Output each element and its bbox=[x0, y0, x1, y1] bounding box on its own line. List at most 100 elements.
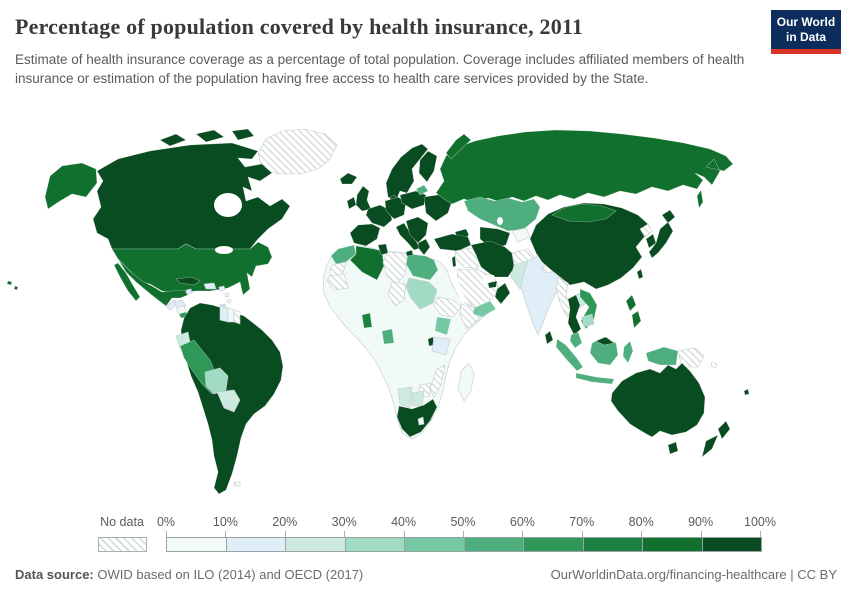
country-lesotho[interactable] bbox=[417, 416, 425, 426]
owid-logo[interactable]: Our World in Data bbox=[771, 10, 841, 54]
country-solomon-islands[interactable] bbox=[710, 361, 718, 369]
legend-bin-90-100%[interactable] bbox=[702, 538, 761, 551]
country-iran[interactable] bbox=[470, 240, 517, 278]
country-poland[interactable] bbox=[399, 190, 427, 210]
legend-bin-80-90%[interactable] bbox=[643, 538, 703, 551]
country-mongolia[interactable] bbox=[551, 203, 617, 223]
country-tanzania[interactable] bbox=[431, 336, 451, 356]
country-chad[interactable] bbox=[387, 281, 407, 307]
country-philippines-mindanao[interactable] bbox=[631, 310, 642, 329]
country-new-zealand-north[interactable] bbox=[717, 420, 731, 440]
country-hispaniola[interactable] bbox=[203, 282, 217, 290]
country-sumatra[interactable] bbox=[555, 338, 584, 372]
country-oman[interactable] bbox=[494, 282, 511, 305]
country-java[interactable] bbox=[575, 372, 615, 385]
country-iberia[interactable] bbox=[349, 223, 381, 247]
country-novaya-zemlya[interactable] bbox=[445, 133, 472, 160]
country-north-korea[interactable] bbox=[639, 223, 653, 238]
country-japan-honshu[interactable] bbox=[648, 221, 674, 259]
country-israel[interactable] bbox=[451, 255, 457, 268]
country-jamaica[interactable] bbox=[185, 288, 193, 295]
country-syria-iraq[interactable] bbox=[454, 247, 482, 270]
country-sudan[interactable] bbox=[405, 277, 438, 310]
country-baja-california[interactable] bbox=[113, 262, 141, 302]
country-mexico[interactable] bbox=[117, 258, 189, 307]
country-botswana[interactable] bbox=[411, 390, 425, 408]
country-gabon[interactable] bbox=[381, 328, 395, 345]
legend-bin-20-30%[interactable] bbox=[286, 538, 346, 551]
country-canada-arctic-3[interactable] bbox=[231, 128, 255, 141]
country-ethiopia[interactable] bbox=[433, 296, 462, 318]
legend-bin-10-20%[interactable] bbox=[226, 538, 286, 551]
country-united-kingdom[interactable] bbox=[355, 185, 372, 212]
country-sri-lanka[interactable] bbox=[544, 330, 554, 345]
country-iceland[interactable] bbox=[339, 172, 358, 185]
country-norway-sweden[interactable] bbox=[385, 143, 429, 202]
country-ghana[interactable] bbox=[361, 312, 373, 329]
country-madagascar[interactable] bbox=[457, 362, 475, 402]
country-bolivia[interactable] bbox=[204, 367, 229, 395]
country-south-africa[interactable] bbox=[396, 398, 438, 438]
country-french-guiana[interactable] bbox=[233, 309, 241, 325]
no-data-swatch[interactable] bbox=[98, 537, 147, 552]
legend-bin-40-50%[interactable] bbox=[405, 538, 465, 551]
country-alaska[interactable] bbox=[44, 162, 98, 210]
country-kazakhstan[interactable] bbox=[463, 196, 541, 232]
country-australia[interactable] bbox=[610, 362, 706, 438]
legend-bin-30-40%[interactable] bbox=[345, 538, 405, 551]
country-malaysia-peninsula[interactable] bbox=[569, 331, 583, 349]
country-tasmania[interactable] bbox=[667, 441, 679, 455]
legend-tick-mark bbox=[641, 531, 643, 537]
lesser-antilles[interactable] bbox=[224, 292, 232, 304]
country-borneo-north[interactable] bbox=[595, 336, 615, 346]
country-sakhalin[interactable] bbox=[696, 189, 704, 209]
country-west-papua[interactable] bbox=[645, 346, 679, 366]
country-libya[interactable] bbox=[382, 251, 409, 285]
country-suriname[interactable] bbox=[227, 307, 235, 323]
country-baltics[interactable] bbox=[415, 184, 429, 196]
country-canada[interactable] bbox=[92, 142, 291, 250]
country-cambodia[interactable] bbox=[581, 313, 595, 328]
legend-bin-70-80%[interactable] bbox=[583, 538, 643, 551]
country-puerto-rico[interactable] bbox=[218, 285, 226, 292]
legend-bin-60-70%[interactable] bbox=[524, 538, 584, 551]
country-kenya[interactable] bbox=[434, 316, 452, 336]
country-uae[interactable] bbox=[487, 280, 498, 289]
country-namibia[interactable] bbox=[397, 386, 413, 409]
africa-landmass[interactable] bbox=[322, 244, 492, 440]
country-taiwan[interactable] bbox=[636, 268, 644, 280]
legend-bin-0-10%[interactable] bbox=[167, 538, 227, 551]
country-sicily[interactable] bbox=[405, 249, 414, 257]
country-canada-arctic-2[interactable] bbox=[195, 129, 225, 143]
country-yemen[interactable] bbox=[472, 300, 497, 318]
country-sulawesi[interactable] bbox=[622, 340, 634, 364]
country-greece[interactable] bbox=[417, 238, 431, 256]
country-philippines-luzon[interactable] bbox=[625, 294, 637, 312]
country-france[interactable] bbox=[365, 204, 393, 228]
country-united-states[interactable] bbox=[111, 241, 273, 296]
country-greenland[interactable] bbox=[257, 128, 338, 175]
country-egypt[interactable] bbox=[405, 253, 439, 281]
country-finland[interactable] bbox=[418, 150, 438, 183]
country-central-europe[interactable] bbox=[384, 196, 407, 220]
country-hawaii[interactable] bbox=[6, 280, 19, 291]
country-japan-hokkaido[interactable] bbox=[661, 209, 676, 224]
country-mauritania[interactable] bbox=[326, 273, 349, 291]
country-guyana[interactable] bbox=[219, 305, 229, 323]
country-russia[interactable] bbox=[435, 129, 734, 205]
credit-link[interactable]: OurWorldinData.org/financing-healthcare … bbox=[550, 567, 837, 582]
country-falkland-islands[interactable] bbox=[233, 481, 241, 487]
country-new-zealand-south[interactable] bbox=[701, 434, 719, 458]
country-canada-arctic-1[interactable] bbox=[159, 133, 187, 147]
country-thailand[interactable] bbox=[567, 294, 582, 336]
country-algeria[interactable] bbox=[349, 245, 385, 281]
country-paraguay[interactable] bbox=[216, 389, 241, 413]
country-turkey[interactable] bbox=[433, 233, 472, 252]
country-kyrgyz-tajik[interactable] bbox=[511, 227, 531, 243]
legend-bin-50-60%[interactable] bbox=[464, 538, 524, 551]
country-mozambique[interactable] bbox=[429, 364, 446, 398]
country-fiji[interactable] bbox=[743, 388, 750, 396]
country-ireland[interactable] bbox=[346, 196, 357, 210]
country-balkans[interactable] bbox=[405, 216, 429, 244]
country-cuba[interactable] bbox=[175, 276, 201, 286]
